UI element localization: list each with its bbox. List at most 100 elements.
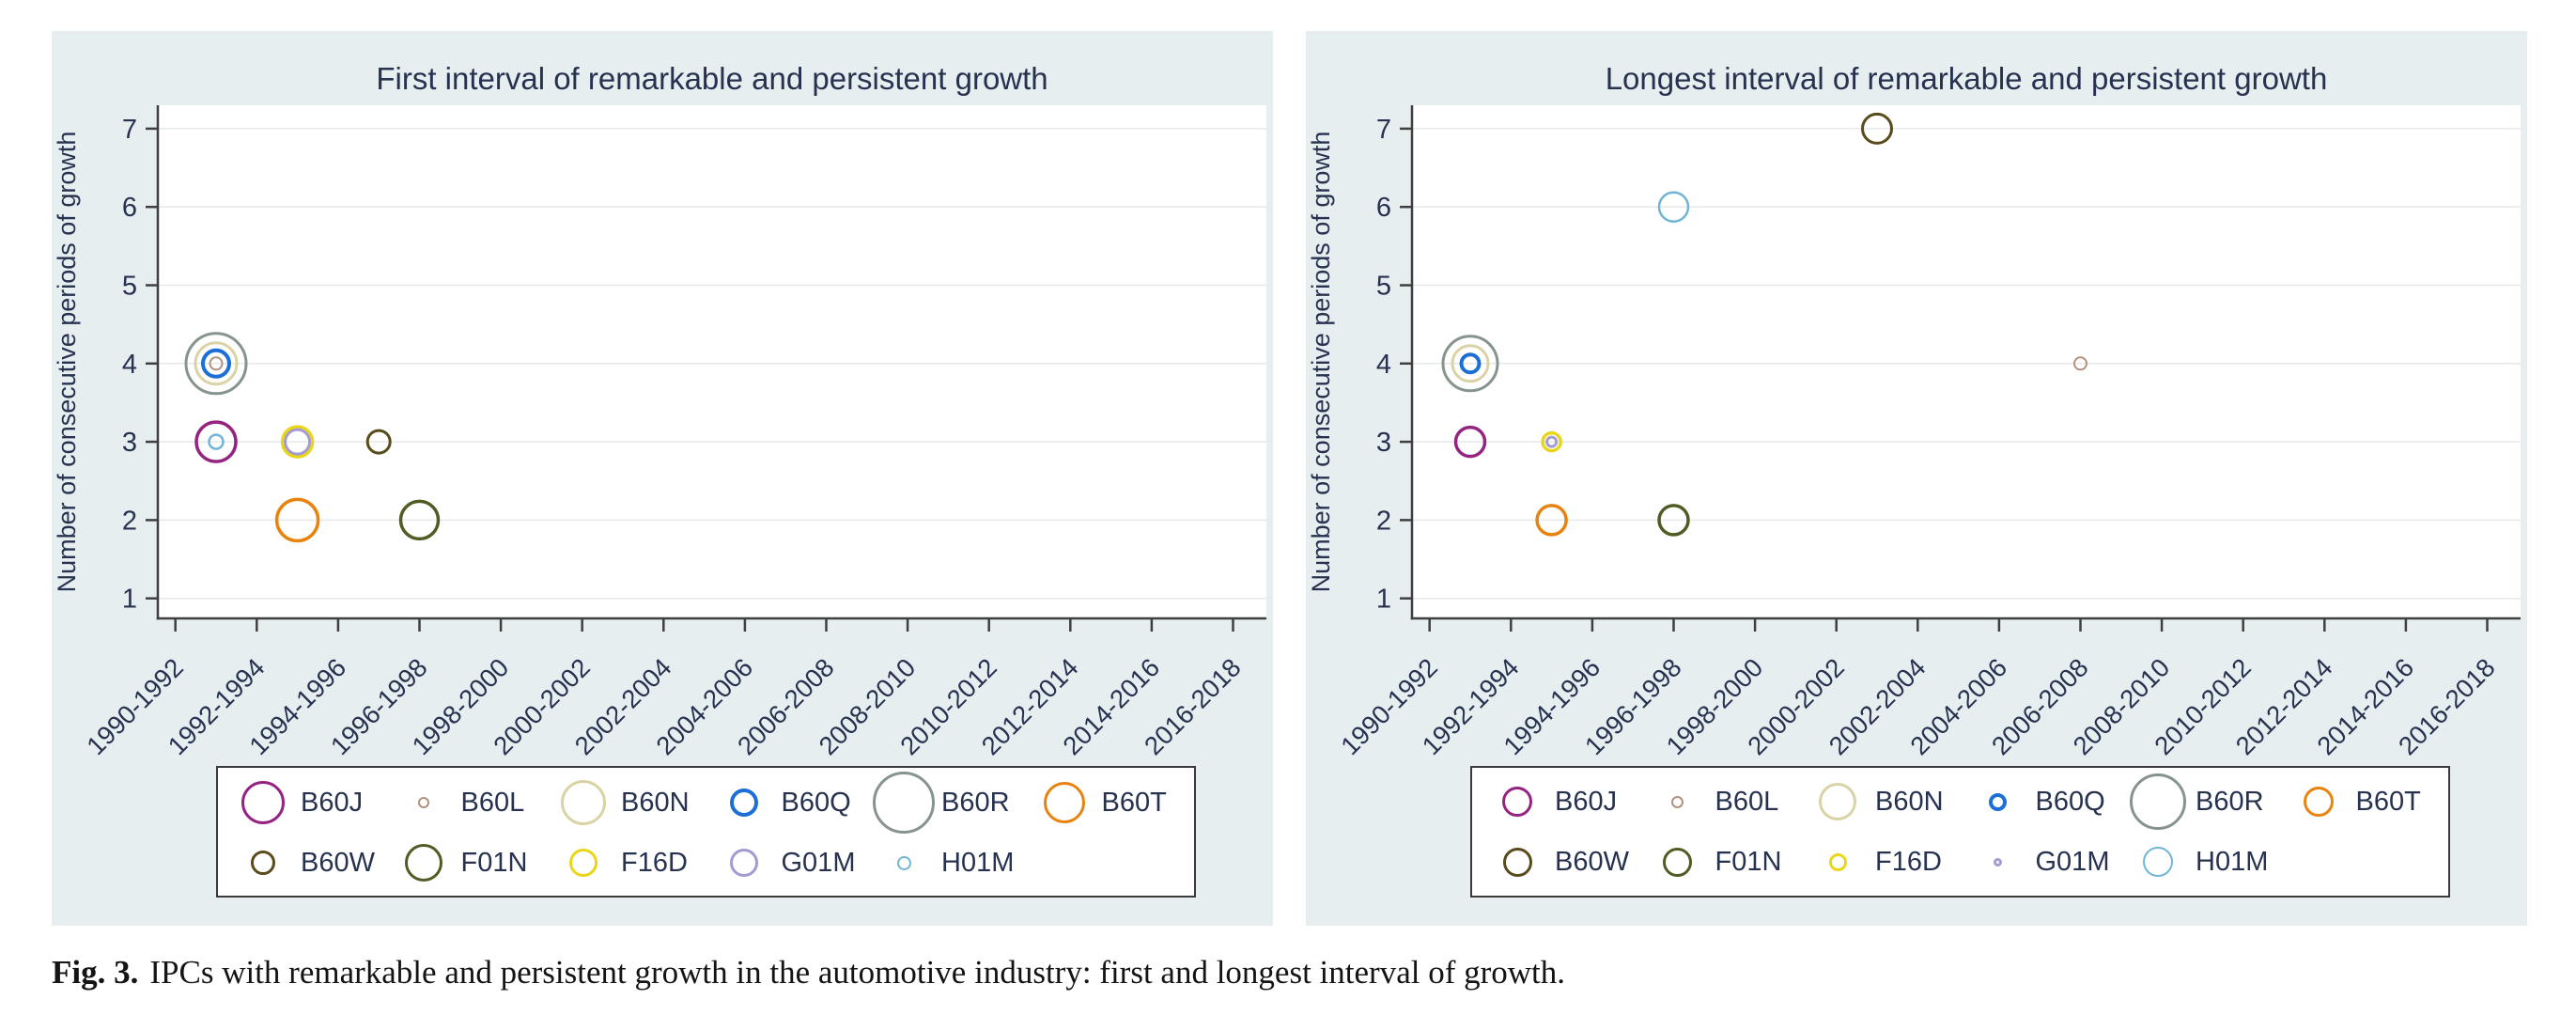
legend-marker-B60J-icon <box>225 781 301 824</box>
legend-item-B60W: B60W <box>225 848 386 879</box>
legend-label-H01M: H01M <box>941 847 1015 878</box>
legend-label-B60L: B60L <box>1715 786 1779 817</box>
legend-item-B60Q: B60Q <box>1961 787 2121 818</box>
y-tick-label-3: 3 <box>122 428 137 458</box>
legend-item-B60L: B60L <box>386 788 547 819</box>
legend-item-B60J: B60J <box>225 781 386 824</box>
legend-marker-B60L-icon <box>1640 795 1715 808</box>
legend-item-B60J: B60J <box>1480 787 1640 818</box>
legend-item-F01N: F01N <box>1640 847 1801 878</box>
data-point-B60W <box>1861 112 1893 145</box>
y-tick-label-5: 5 <box>1376 272 1391 302</box>
legend-item-F16D: F16D <box>546 848 706 879</box>
data-point-F01N <box>398 499 441 541</box>
data-point-B60T <box>1535 504 1568 537</box>
chart-panel-longest-interval: 1 2 3 4 5 6 7 1990-1992 1992-1994 1994-1996 1996-1… <box>1306 31 2527 926</box>
legend-marker-B60Q-icon <box>706 789 782 817</box>
legend-longest-interval: B60J B60L B60N B60Q B60R B60T B60W F01N F16D G01M… <box>1470 766 2450 898</box>
legend-item-H01M: H01M <box>2120 847 2281 878</box>
data-point-B60N <box>194 341 239 386</box>
figure-caption: Fig. 3. IPCs with remarkable and persiste… <box>52 954 2576 992</box>
legend-label-B60J: B60J <box>301 787 364 818</box>
data-point-B60T <box>274 497 320 543</box>
legend-label-B60Q: B60Q <box>781 787 851 818</box>
data-point-F16D <box>280 425 315 459</box>
legend-item-B60W: B60W <box>1480 847 1640 878</box>
y-tick-label-6: 6 <box>122 193 137 223</box>
data-point-B60Q <box>1459 352 1482 375</box>
legend-marker-B60N-icon <box>546 780 621 825</box>
data-point-B60R <box>1441 335 1499 393</box>
y-axis-title: Number of consecutive periods of growth <box>1307 132 1335 593</box>
legend-item-G01M: G01M <box>706 848 867 879</box>
legend-item-B60Q: B60Q <box>706 788 867 819</box>
data-point-H01M <box>208 433 225 450</box>
y-tick-label-3: 3 <box>1376 428 1391 458</box>
scatter-plot-longest-interval: 12345671990-19921992-19941994-19961996-1… <box>1307 61 2521 760</box>
data-point-B60L <box>2073 356 2087 371</box>
legend-marker-B60Q-icon <box>1961 792 2036 811</box>
legend-label-B60W: B60W <box>301 847 375 878</box>
data-point-B60N <box>1451 344 1490 383</box>
legend-marker-B60T-icon <box>2281 787 2356 817</box>
legend-item-B60N: B60N <box>546 780 706 825</box>
legend-label-G01M: G01M <box>2035 846 2110 877</box>
legend-item-B60R: B60R <box>866 772 1027 834</box>
data-point-B60R <box>184 332 248 396</box>
legend-marker-B60R-icon <box>866 772 941 834</box>
data-point-F01N <box>1657 504 1690 537</box>
legend-label-B60W: B60W <box>1555 846 1629 877</box>
legend-label-H01M: H01M <box>2196 846 2269 877</box>
legend-marker-B60N-icon <box>1800 783 1875 820</box>
legend-item-H01M: H01M <box>866 848 1027 879</box>
plot-area <box>158 105 1266 618</box>
legend-label-F01N: F01N <box>1715 846 1782 877</box>
y-tick-label-1: 1 <box>122 585 137 615</box>
chart-title: First interval of remarkable and persist… <box>376 61 1047 96</box>
legend-marker-B60W-icon <box>225 851 301 875</box>
legend-label-B60T: B60T <box>1101 787 1167 818</box>
data-point-G01M <box>284 428 312 456</box>
legend-item-G01M: G01M <box>1961 847 2121 878</box>
legend-label-B60R: B60R <box>941 787 1010 818</box>
y-tick-label-4: 4 <box>122 350 137 380</box>
data-point-B60W <box>365 429 392 455</box>
legend-marker-H01M-icon <box>866 855 941 870</box>
y-tick-label-7: 7 <box>122 115 137 145</box>
legend-item-B60R: B60R <box>2120 773 2281 830</box>
legend-label-B60R: B60R <box>2196 786 2264 817</box>
legend-item-B60T: B60T <box>2281 787 2442 818</box>
caption-label: Fig. 3. <box>52 954 139 991</box>
y-tick-label-2: 2 <box>1376 506 1391 536</box>
legend-marker-F16D-icon <box>1800 852 1875 871</box>
legend-marker-B60L-icon <box>386 797 461 808</box>
legend-label-B60J: B60J <box>1555 786 1618 817</box>
legend-marker-H01M-icon <box>2120 847 2196 877</box>
data-point-B60Q <box>201 348 231 379</box>
legend-label-B60L: B60L <box>460 787 525 818</box>
legend-marker-B60R-icon <box>2120 773 2196 830</box>
data-point-H01M <box>1657 191 1690 223</box>
legend-marker-B60J-icon <box>1480 787 1555 817</box>
plot-area <box>1412 105 2521 618</box>
legend-first-interval: B60J B60L B60N B60Q B60R B60T B60W F01N F16D G01M… <box>216 766 1196 898</box>
data-point-B60J <box>194 420 238 463</box>
legend-label-B60N: B60N <box>621 787 690 818</box>
legend-marker-B60W-icon <box>1480 847 1555 877</box>
legend-item-F16D: F16D <box>1800 847 1961 878</box>
legend-marker-F01N-icon <box>1640 847 1715 877</box>
legend-marker-F01N-icon <box>386 844 461 882</box>
legend-label-G01M: G01M <box>781 847 856 878</box>
y-tick-label-7: 7 <box>1376 115 1391 145</box>
legend-label-F16D: F16D <box>1875 846 1942 877</box>
scatter-plot-first-interval: 12345671990-19921992-19941994-19961996-1… <box>53 61 1266 760</box>
chart-panel-first-interval: 1 2 3 4 5 6 7 1990-1992 1992-1994 1994-1996 1996-1… <box>52 31 1273 926</box>
caption-text: IPCs with remarkable and persistent grow… <box>149 954 1566 991</box>
data-point-G01M <box>1545 435 1559 448</box>
chart-title: Longest interval of remarkable and persi… <box>1606 61 2328 96</box>
legend-item-B60T: B60T <box>1027 782 1187 823</box>
data-point-F16D <box>1541 430 1562 453</box>
y-tick-label-6: 6 <box>1376 193 1391 223</box>
legend-marker-B60T-icon <box>1027 782 1102 823</box>
